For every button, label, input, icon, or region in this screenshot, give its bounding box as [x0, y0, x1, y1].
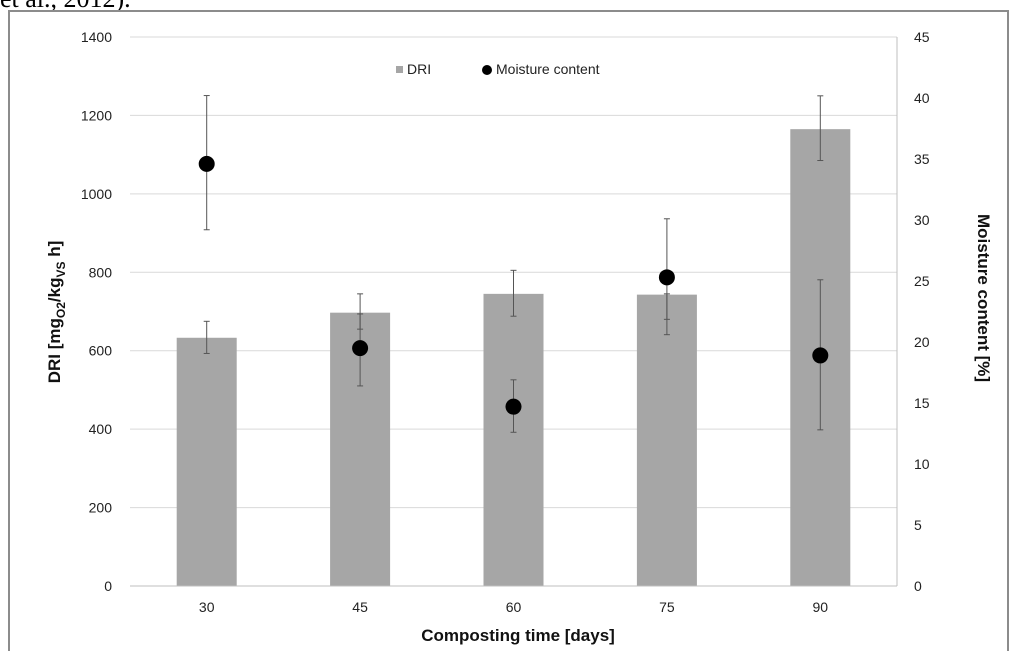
y-left-title-sub2: VS [54, 262, 68, 278]
y-right-tick-label: 25 [914, 273, 930, 289]
dri-error-bar [817, 95, 824, 162]
dri-bars [176, 129, 851, 586]
moisture-point [505, 398, 522, 415]
x-axis-title: Composting time [days] [421, 626, 615, 645]
y-left-title-mid: /kg [45, 278, 64, 303]
moisture-point [352, 340, 369, 357]
x-tick-label: 90 [813, 599, 829, 615]
moisture-point [198, 155, 215, 172]
axes [130, 37, 898, 587]
y-left-tick-label: 200 [89, 500, 113, 516]
left-tick-labels: 0 200 400 600 800 1000 1200 1400 [81, 29, 112, 594]
y-left-tick-label: 0 [104, 578, 112, 594]
y-right-tick-label: 15 [914, 395, 930, 411]
dri-bar [636, 294, 697, 586]
x-tick-labels: 30 45 60 75 90 [199, 599, 828, 615]
moisture-point [812, 347, 829, 364]
legend: DRI Moisture content [396, 61, 600, 77]
y-left-tick-label: 800 [89, 264, 113, 280]
y-right-tick-label: 45 [914, 29, 930, 45]
y-left-tick-label: 1000 [81, 186, 112, 202]
y-left-tick-label: 1200 [81, 107, 112, 123]
y-right-tick-label: 30 [914, 212, 930, 228]
y-right-tick-label: 40 [914, 90, 930, 106]
dri-error-bar [203, 320, 210, 354]
y-right-tick-label: 0 [914, 578, 922, 594]
caption-fragment: et al., 2012). [0, 0, 131, 14]
y-right-tick-label: 10 [914, 456, 930, 472]
x-tick-label: 75 [659, 599, 675, 615]
dri-error-bars [203, 95, 824, 354]
dri-bar [483, 293, 544, 586]
x-tick-label: 60 [506, 599, 522, 615]
x-tick-label: 45 [352, 599, 368, 615]
legend-dri-swatch [396, 66, 403, 73]
y-left-title-base: DRI [mg [45, 318, 64, 383]
y-right-tick-label: 20 [914, 334, 930, 350]
y-right-tick-label: 5 [914, 517, 922, 533]
dri-bar [176, 337, 237, 586]
dri-error-bar [510, 269, 517, 317]
y-left-tick-label: 1400 [81, 29, 112, 45]
y-axis-right-title: Moisture content [%] [974, 214, 993, 382]
y-left-tick-label: 400 [89, 421, 113, 437]
moisture-point [658, 269, 675, 286]
legend-moisture-label: Moisture content [496, 61, 600, 77]
y-left-title-end: h] [45, 241, 64, 262]
legend-moisture-marker [482, 65, 492, 75]
legend-dri-label: DRI [407, 61, 431, 77]
y-axis-left-title: DRI [mgO2/kgVS h] [45, 241, 68, 384]
y-right-tick-label: 35 [914, 151, 930, 167]
x-tick-label: 30 [199, 599, 215, 615]
y-left-tick-label: 600 [89, 343, 113, 359]
moisture-points [198, 95, 829, 433]
y-left-title-sub1: O2 [54, 302, 68, 318]
right-tick-labels: 0 5 10 15 20 25 30 35 40 45 [914, 29, 930, 594]
